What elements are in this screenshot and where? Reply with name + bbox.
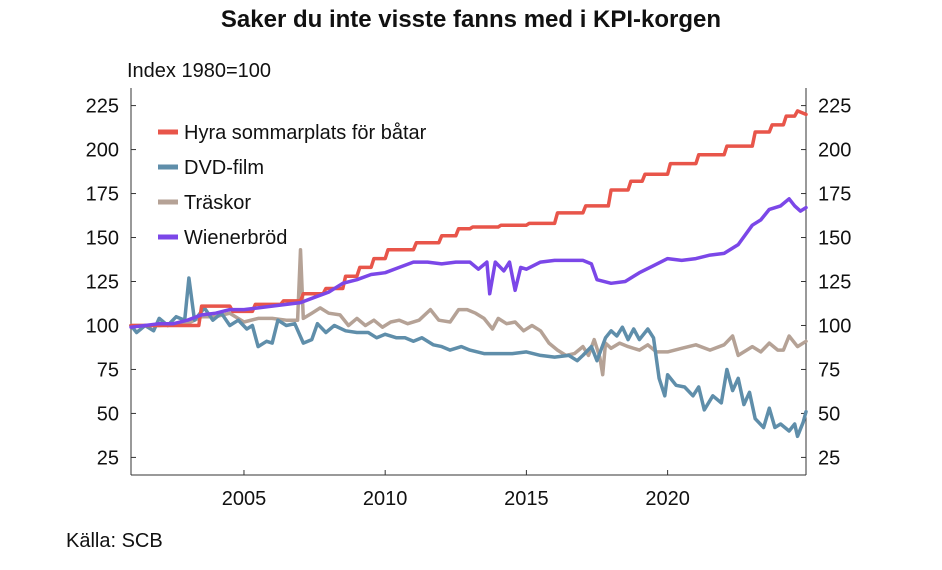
y-tick-label-left: 100 [86, 315, 119, 337]
x-tick-label: 2010 [363, 488, 408, 510]
series-line-0 [129, 109, 808, 328]
y-tick-label-left: 200 [86, 140, 119, 162]
y-tick-label-left: 75 [97, 359, 119, 381]
series-lines [129, 109, 808, 439]
series-line-2 [129, 248, 808, 377]
y-tick-label-right: 100 [818, 315, 851, 337]
y-tick-label-left: 150 [86, 228, 119, 250]
legend-label: DVD-film [184, 157, 264, 179]
chart-title: Saker du inte visste fanns med i KPI-kor… [220, 6, 722, 33]
y-tick-label-right: 75 [818, 359, 840, 381]
x-tick-label: 2015 [504, 488, 549, 510]
x-tick-label: 2005 [222, 488, 267, 510]
series-line-1 [129, 276, 808, 439]
source-note: Källa: SCB [66, 530, 163, 552]
y-axis-unit-label: Index 1980=100 [127, 60, 272, 82]
y-tick-label-left: 225 [86, 96, 119, 118]
legend: Hyra sommarplats för båtar DVD-film Träsko… [158, 122, 427, 249]
y-tick-label-right: 175 [818, 184, 851, 206]
y-tick-label-left: 175 [86, 184, 119, 206]
y-tick-label-left: 50 [97, 403, 119, 425]
legend-label: Hyra sommarplats för båtar [184, 122, 427, 144]
y-tick-label-right: 50 [818, 403, 840, 425]
axes: 25 25 50 50 75 75 100 100 125 125 150 150 175 175 200 2… [86, 88, 851, 510]
y-tick-label-right: 225 [818, 96, 851, 118]
legend-label: Wienerbröd [184, 227, 287, 249]
y-tick-label-left: 125 [86, 272, 119, 294]
y-tick-label-right: 150 [818, 228, 851, 250]
series-line-3 [129, 197, 808, 329]
y-tick-label-right: 125 [818, 272, 851, 294]
y-tick-label-right: 25 [818, 447, 840, 469]
y-tick-label-right: 200 [818, 140, 851, 162]
y-tick-label-left: 25 [97, 447, 119, 469]
x-tick-label: 2020 [645, 488, 690, 510]
legend-label: Träskor [184, 192, 251, 214]
